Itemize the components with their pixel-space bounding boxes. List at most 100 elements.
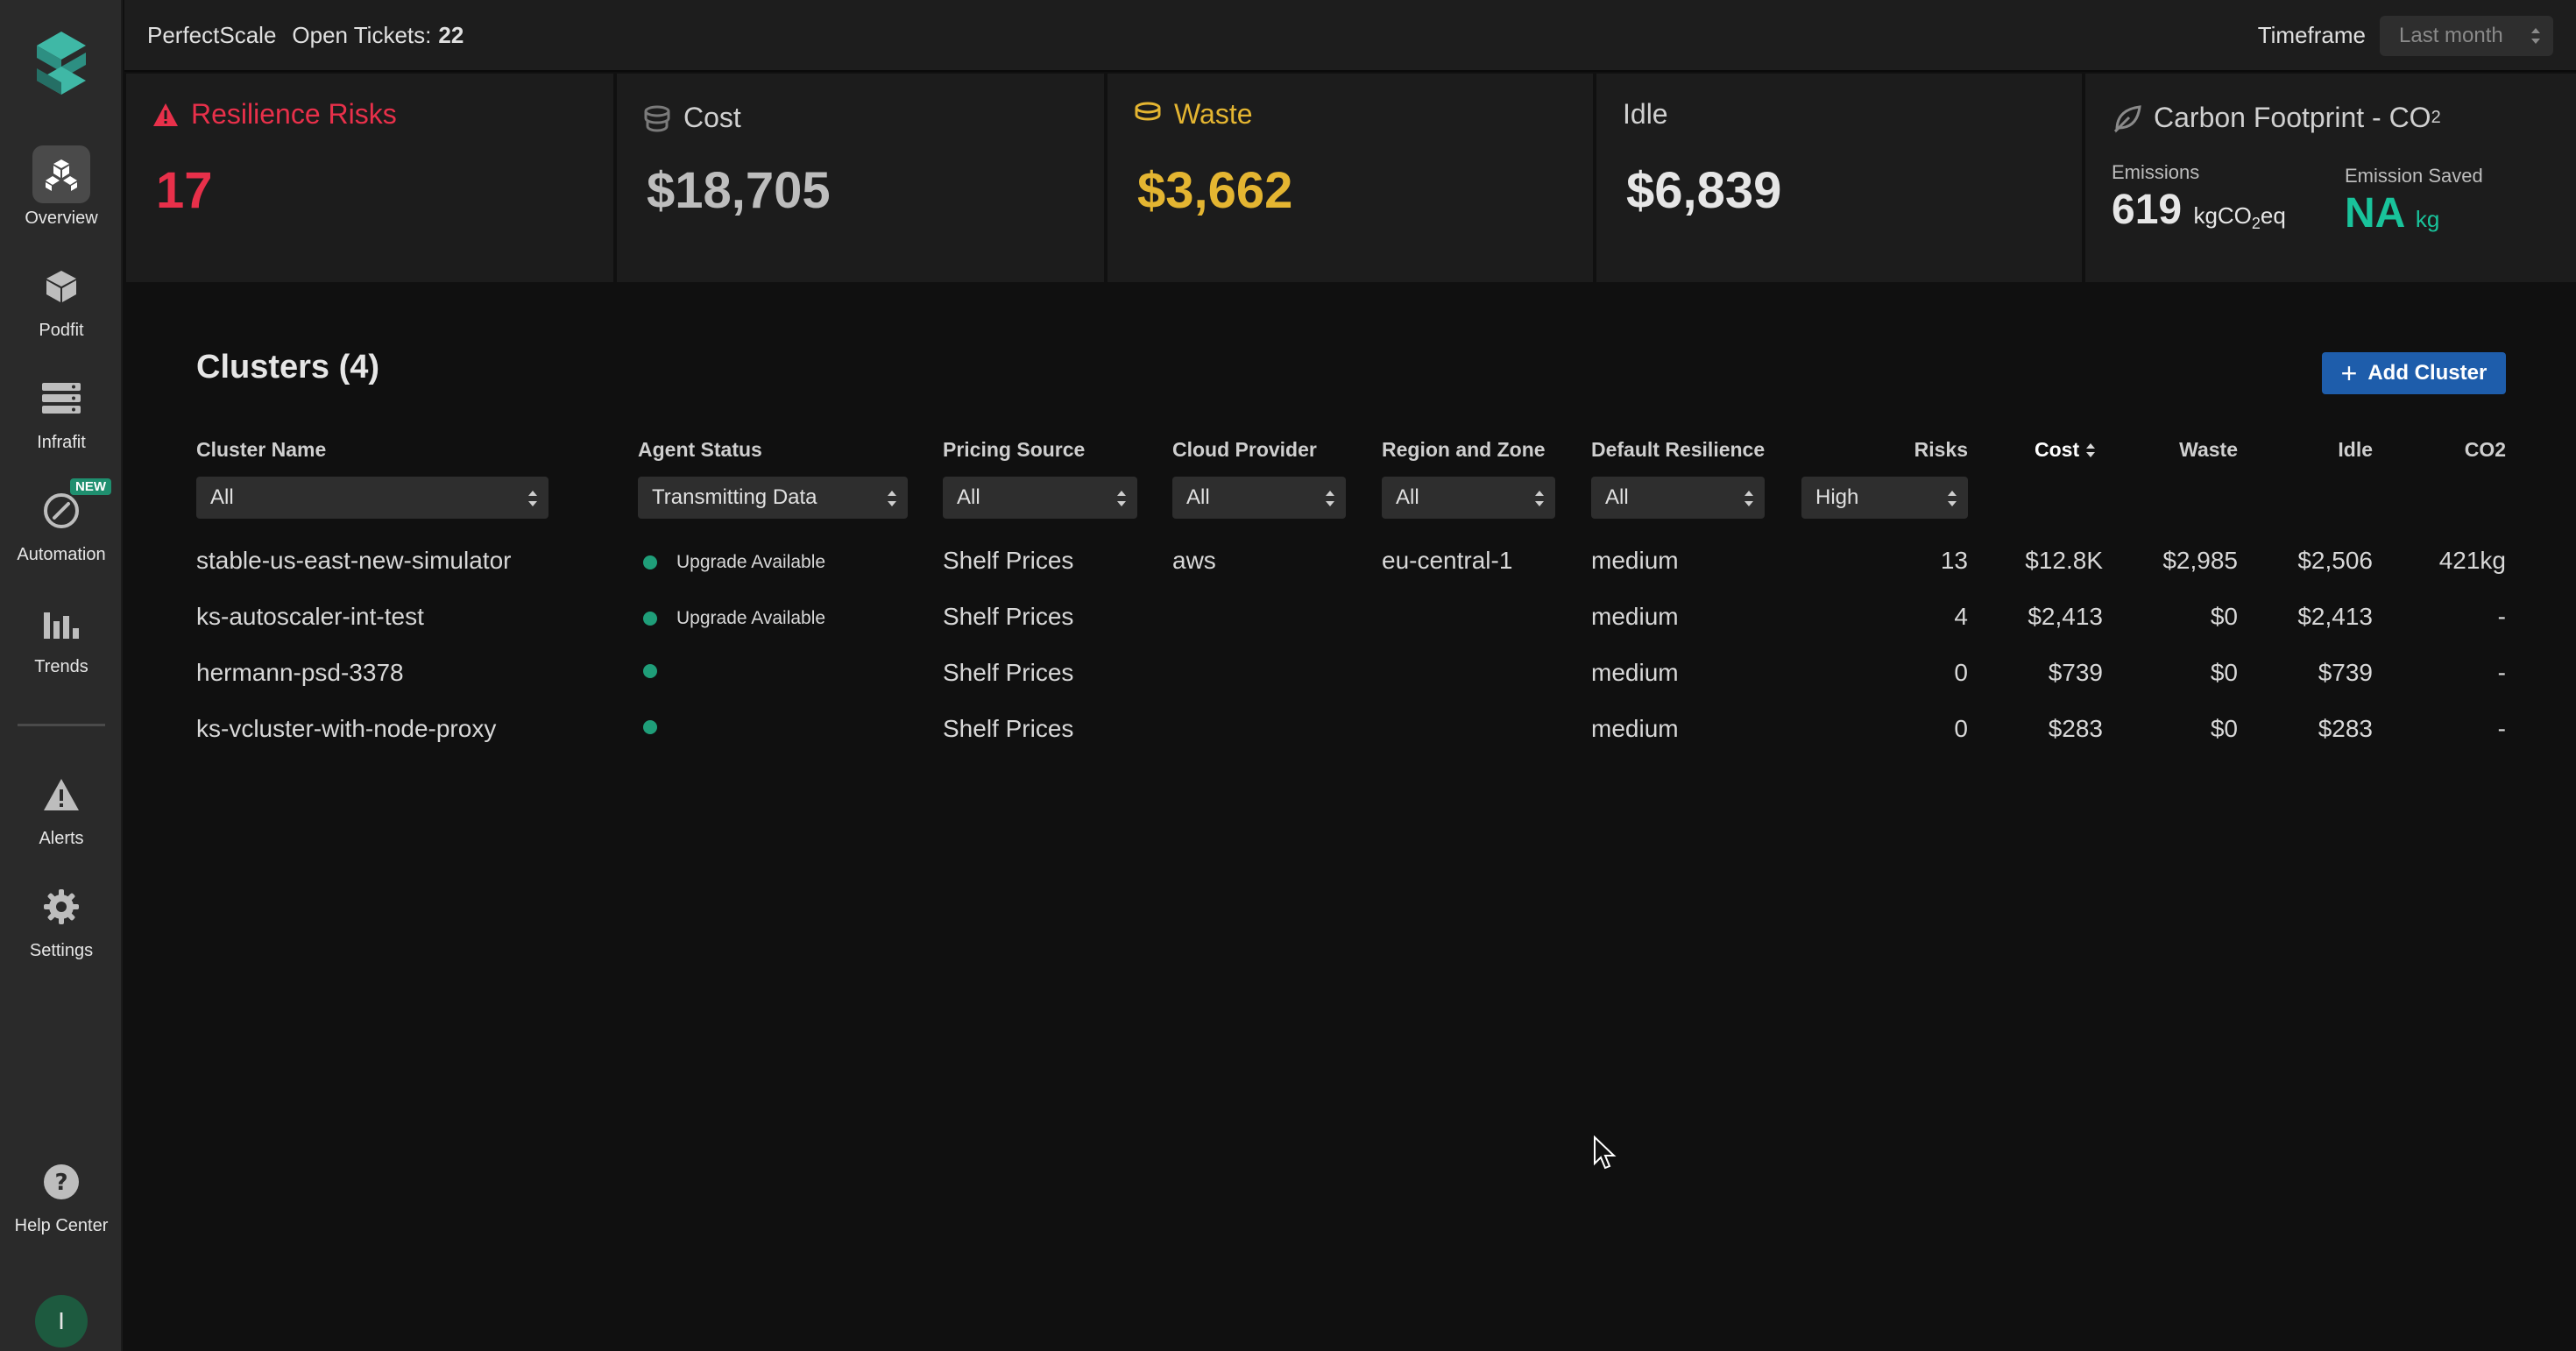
- perfectscale-logo-icon[interactable]: [33, 30, 89, 96]
- status-dot-icon: [643, 720, 657, 734]
- cost-value: $739: [2048, 659, 2103, 686]
- sidebar-item-alerts[interactable]: Alerts: [0, 766, 123, 862]
- open-tickets-label[interactable]: Open Tickets:: [292, 21, 432, 48]
- select-arrows-icon: [528, 491, 537, 506]
- col-head-cost-sortable[interactable]: Cost: [2035, 438, 2097, 462]
- region-zone: eu-central-1: [1382, 547, 1513, 574]
- default-resilience: medium: [1591, 715, 1679, 742]
- waste-card[interactable]: Waste $3,662: [1108, 74, 1593, 282]
- add-cluster-label: Add Cluster: [2367, 361, 2488, 385]
- sidebar-item-automation[interactable]: NEW Automation: [0, 478, 123, 578]
- col-head-pricing-source[interactable]: Pricing Source: [943, 438, 1086, 461]
- idle-title: Idle: [1623, 98, 1668, 130]
- select-arrows-icon: [1948, 491, 1957, 506]
- risks-filter[interactable]: High: [1801, 477, 1968, 519]
- sidebar-item-infrafit[interactable]: Infrafit: [0, 370, 123, 466]
- card-title: Idle: [1623, 98, 1668, 131]
- sidebar-item-label: Overview: [25, 209, 98, 228]
- idle-value: $739: [2318, 659, 2373, 686]
- select-arrows-icon: [1326, 491, 1334, 506]
- waste-value: $0: [2210, 603, 2238, 630]
- col-head-default-resilience[interactable]: Default Resilience: [1591, 438, 1766, 461]
- cost-value: $12.8K: [2025, 547, 2103, 574]
- emission-saved-value: NA: [2345, 190, 2404, 237]
- warning-icon: [32, 766, 90, 824]
- pricing-source-filter[interactable]: All: [943, 477, 1137, 519]
- agent-status-text: Upgrade Available: [676, 608, 826, 628]
- default-resilience-filter[interactable]: All: [1591, 477, 1765, 519]
- default-resilience: medium: [1591, 547, 1679, 574]
- sidebar-item-trends[interactable]: Trends: [0, 594, 123, 690]
- pricing-source: Shelf Prices: [943, 659, 1074, 686]
- waste-title: Waste: [1174, 98, 1253, 130]
- col-head-region-zone[interactable]: Region and Zone: [1382, 438, 1546, 461]
- col-head-waste[interactable]: Waste: [2179, 438, 2238, 461]
- sidebar-item-settings[interactable]: Settings: [0, 878, 123, 974]
- sidebar-item-overview[interactable]: Overview: [0, 145, 123, 242]
- sidebar-item-label: Trends: [34, 657, 88, 676]
- gear-icon: [32, 878, 90, 936]
- status-dot-icon: [643, 612, 657, 626]
- risks-value: 0: [1954, 715, 1968, 742]
- col-head-cost: Cost: [2035, 438, 2080, 461]
- sidebar-item-label: Settings: [29, 941, 94, 960]
- coins-icon: [1134, 101, 1162, 129]
- filter-value: All: [1396, 485, 1419, 509]
- cloud-provider-filter[interactable]: All: [1172, 477, 1346, 519]
- col-head-risks[interactable]: Risks: [1914, 438, 1968, 461]
- cluster-name[interactable]: stable-us-east-new-simulator: [196, 547, 512, 574]
- co2-value: -: [2497, 603, 2506, 630]
- select-arrows-icon: [1744, 491, 1753, 506]
- region-zone-filter[interactable]: All: [1382, 477, 1555, 519]
- col-head-cluster-name[interactable]: Cluster Name: [196, 438, 327, 461]
- cubes-icon: [32, 145, 90, 203]
- cluster-name-filter[interactable]: All: [196, 477, 548, 519]
- open-tickets-count[interactable]: 22: [438, 21, 464, 48]
- select-arrows-icon: [2531, 28, 2540, 44]
- cost-card[interactable]: Cost $18,705: [617, 74, 1104, 282]
- risks-value: 0: [1954, 659, 1968, 686]
- agent-status: Upgrade Available: [643, 608, 825, 629]
- co2-value: 421kg: [2438, 547, 2506, 574]
- filter-value: All: [1186, 485, 1210, 509]
- avatar[interactable]: I: [35, 1295, 88, 1347]
- col-head-agent-status[interactable]: Agent Status: [638, 438, 762, 461]
- sidebar-item-help-center[interactable]: ? Help Center: [0, 1153, 123, 1249]
- warning-icon: [152, 103, 179, 127]
- idle-card[interactable]: Idle $6,839: [1596, 74, 2082, 282]
- bar-chart-icon: [32, 594, 90, 652]
- status-dot-icon: [643, 555, 657, 569]
- agent-status-filter[interactable]: Transmitting Data: [638, 477, 908, 519]
- emissions-unit-sub: 2: [2251, 215, 2261, 233]
- sidebar-item-label: Alerts: [39, 829, 84, 848]
- select-arrows-icon: [1535, 491, 1544, 506]
- filter-value: All: [1605, 485, 1629, 509]
- select-arrows-icon: [1117, 491, 1126, 506]
- sidebar-item-label: Infrafit: [37, 433, 86, 452]
- cost-value: $283: [2048, 715, 2103, 742]
- card-title: Carbon Footprint - CO 2: [2112, 102, 2441, 134]
- sidebar-divider: [18, 724, 105, 726]
- sidebar-item-podfit[interactable]: Podfit: [0, 258, 123, 354]
- add-cluster-button[interactable]: + Add Cluster: [2322, 352, 2506, 394]
- timeframe-select[interactable]: Last month: [2380, 16, 2553, 56]
- carbon-title-subscript: 2: [2431, 108, 2441, 127]
- cluster-name[interactable]: ks-autoscaler-int-test: [196, 603, 424, 630]
- resilience-risks-card[interactable]: Resilience Risks 17: [126, 74, 613, 282]
- pricing-source: Shelf Prices: [943, 715, 1074, 742]
- cluster-name[interactable]: hermann-psd-3378: [196, 659, 404, 686]
- filter-value: High: [1815, 485, 1859, 509]
- idle-value: $2,506: [2297, 547, 2373, 574]
- default-resilience: medium: [1591, 603, 1679, 630]
- coins-icon: [643, 104, 671, 132]
- carbon-footprint-card[interactable]: Carbon Footprint - CO 2 Emissions 619 kgC…: [2085, 74, 2576, 282]
- waste-value: $0: [2210, 659, 2238, 686]
- sidebar: Overview Podfit Infrafit: [0, 0, 123, 1351]
- filter-value: Transmitting Data: [652, 485, 817, 509]
- col-head-cloud-provider[interactable]: Cloud Provider: [1172, 438, 1317, 461]
- emissions-value-group: 619 kgCO2eq: [2112, 186, 2286, 234]
- col-head-idle[interactable]: Idle: [2338, 438, 2373, 461]
- col-head-co2[interactable]: CO2: [2464, 438, 2506, 461]
- sort-icon: [2086, 442, 2096, 457]
- cluster-name[interactable]: ks-vcluster-with-node-proxy: [196, 715, 497, 742]
